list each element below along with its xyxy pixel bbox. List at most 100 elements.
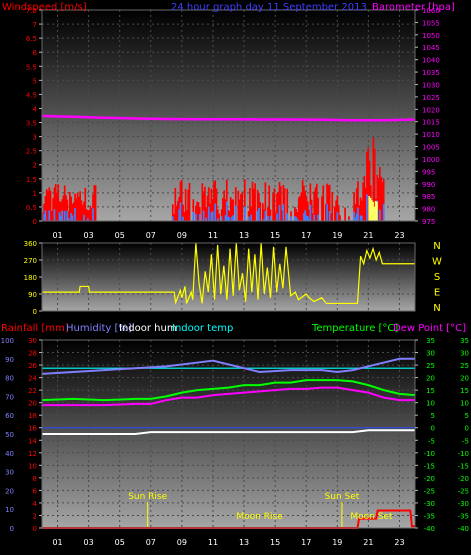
wind-gust-bar — [310, 199, 313, 221]
wind-gust-bar — [225, 179, 228, 221]
baro-tick-label: 980 — [422, 206, 435, 214]
dew-point-tick-label: -5 — [462, 437, 469, 445]
wind-average-bar — [224, 215, 227, 221]
wind-gust-bar — [52, 198, 54, 221]
humidity-tick-label: 90 — [5, 356, 14, 364]
wind-average-bar — [63, 210, 66, 221]
wind-gust-bar — [381, 182, 384, 221]
wind-average-bar — [296, 218, 299, 221]
wind-average-bar — [250, 214, 253, 221]
humidity-tick-label: 40 — [5, 450, 14, 458]
wind-average-bar — [348, 219, 350, 221]
wind-gust-bar — [228, 211, 231, 221]
wind-average-bar — [360, 215, 363, 221]
humidity-tick-label: 30 — [5, 469, 14, 477]
hour-tick-label: 17 — [301, 538, 311, 547]
rain-tick-label: 24 — [28, 375, 37, 383]
hour-tick-label: 23 — [394, 231, 404, 240]
wind-average-bar — [353, 211, 355, 221]
wind-tick-label: 2 — [33, 162, 37, 170]
wind-gust-bar — [76, 192, 79, 221]
hour-tick-label: 19 — [332, 538, 342, 547]
wind-gust-bar — [58, 201, 61, 221]
wind-gust-bar — [283, 188, 286, 221]
dew-point-tick-label: -15 — [458, 462, 469, 470]
wind-tick-label: 6.5 — [26, 35, 37, 43]
legend-dew-point: Dew Point [°C] — [393, 323, 466, 334]
wind-tick-label: 7.5 — [26, 7, 37, 15]
hour-tick-label: 13 — [239, 231, 249, 240]
wind-gust-bar — [339, 215, 341, 221]
wind-gust-bar — [382, 179, 385, 221]
direction-tick-label: 270 — [24, 257, 37, 265]
temperature-tick-label: -15 — [424, 462, 435, 470]
wind-tick-label: 6 — [33, 49, 38, 57]
wind-gust-bar — [79, 191, 81, 221]
wind-average-bar — [60, 215, 62, 221]
wind-gust-bar — [70, 196, 72, 221]
wind-gust-bar — [286, 188, 289, 221]
wind-gust-bar — [363, 175, 366, 221]
rain-tick-label: 28 — [28, 350, 37, 358]
rain-tick-label: 8 — [33, 475, 37, 483]
baro-tick-label: 1015 — [422, 119, 440, 127]
wind-average-bar — [74, 208, 76, 221]
wind-gust-bar — [337, 205, 340, 221]
baro-tick-label: 1040 — [422, 57, 440, 65]
barometer-axis-ticks: 975 980 985 990 995 1000 1005 1010 1015 1020 1025 1… — [415, 7, 440, 226]
wind-gust-bar — [85, 209, 88, 221]
wind-gust-bar — [301, 180, 304, 221]
baro-tick-label: 1000 — [422, 156, 440, 164]
wind-gust-bar — [296, 212, 299, 221]
wind-gust-bar — [238, 199, 241, 221]
hour-tick-label: 09 — [177, 231, 187, 240]
baro-tick-label: 1060 — [422, 7, 440, 15]
hour-tick-label: 21 — [363, 231, 373, 240]
hour-tick-label: 05 — [115, 538, 125, 547]
wind-gust-bar — [216, 209, 219, 221]
wind-gust-bar — [44, 196, 47, 221]
wind-average-bar — [305, 215, 308, 221]
wind-average-bar — [368, 195, 371, 221]
wind-average-bar — [192, 211, 195, 221]
hour-tick-label: 19 — [332, 231, 342, 240]
wind-gust-bar — [353, 192, 355, 221]
wind-gust-bar — [78, 196, 80, 221]
wind-average-bar — [369, 197, 372, 221]
wind-gust-bar — [215, 188, 218, 221]
wind-gust-bar — [272, 193, 274, 221]
baro-tick-label: 975 — [422, 218, 435, 226]
wind-gust-bar — [237, 190, 240, 221]
wind-gust-bar — [196, 201, 199, 221]
sun-set-label: Sun Set — [325, 492, 360, 502]
wind-average-bar — [67, 217, 70, 221]
wind-gust-bar — [49, 190, 52, 221]
wind-gust-bar — [89, 205, 92, 221]
rain-tick-label: 2 — [33, 512, 37, 520]
wind-gust-bar — [367, 147, 370, 221]
wind-gust-bar — [315, 183, 318, 221]
dew-point-tick-label: 10 — [460, 400, 469, 408]
wind-average-bar — [92, 208, 94, 221]
hour-tick-label: 15 — [270, 538, 280, 547]
baro-tick-label: 1055 — [422, 19, 440, 27]
temperature-tick-label: -10 — [424, 450, 435, 458]
wind-average-bar — [372, 201, 374, 221]
baro-tick-label: 1050 — [422, 32, 440, 40]
wind-average-bar — [71, 215, 74, 221]
wind-gust-bar — [206, 195, 209, 221]
wind-average-bar — [336, 212, 339, 221]
hour-tick-label: 01 — [52, 231, 62, 240]
baro-tick-label: 1005 — [422, 144, 440, 152]
legend-indoor-temp: Indoor temp — [172, 323, 233, 334]
wind-average-bar — [295, 216, 298, 221]
temperature-tick-label: -25 — [424, 487, 435, 495]
dew-point-tick-label: 30 — [460, 350, 469, 358]
wind-gust-bar — [281, 210, 283, 221]
wind-average-bar — [53, 209, 56, 221]
wind-gust-bar — [90, 208, 93, 221]
wind-gust-bar — [243, 179, 246, 221]
wind-average-bar — [70, 213, 72, 221]
wind-gust-bar — [67, 210, 70, 221]
rain-tick-label: 26 — [28, 362, 37, 370]
